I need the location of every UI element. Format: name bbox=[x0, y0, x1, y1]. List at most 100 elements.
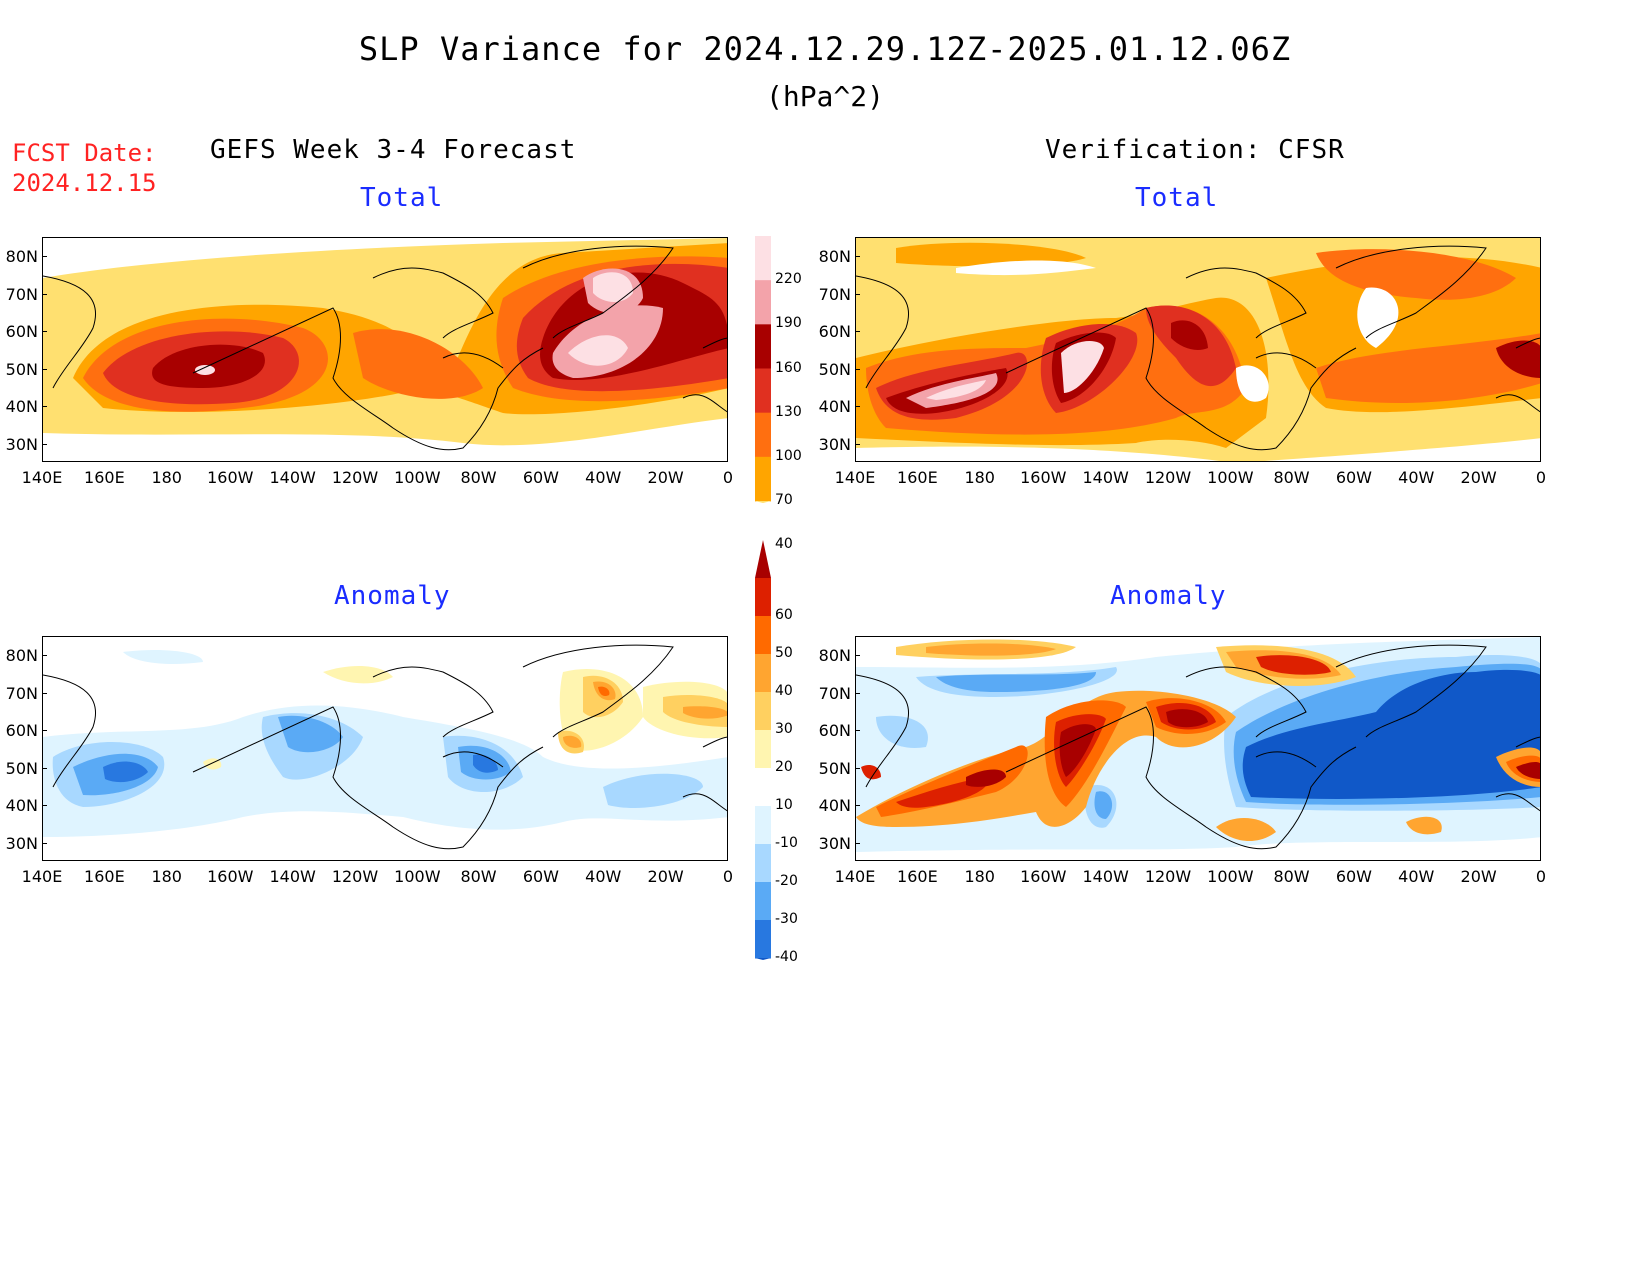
colorbar-swatch bbox=[755, 768, 771, 807]
map-cfsr-anomaly-field bbox=[856, 637, 1540, 860]
lon-tick-label: 20W bbox=[1460, 468, 1497, 487]
lat-tick-label: 40N bbox=[818, 397, 851, 416]
lat-tick-label: 70N bbox=[5, 683, 38, 703]
colorbar-swatch bbox=[755, 730, 771, 769]
lat-tick-mark bbox=[42, 805, 47, 806]
colorbar-swatch bbox=[755, 692, 771, 731]
lon-tick-label: 40W bbox=[585, 468, 622, 487]
lon-tick-label: 160W bbox=[207, 468, 254, 487]
lat-tick-mark bbox=[855, 655, 860, 656]
panel-title-bottom-left: Anomaly bbox=[334, 581, 451, 611]
lon-tick-label: 160W bbox=[207, 867, 254, 886]
colorbar-level-label: 130 bbox=[775, 403, 802, 420]
colorbar-level-label: 220 bbox=[775, 271, 802, 288]
colorbar-swatch bbox=[755, 280, 771, 325]
lat-tick-mark bbox=[42, 331, 47, 332]
lon-tick-label: 120W bbox=[331, 468, 379, 487]
lat-tick-mark bbox=[855, 443, 860, 445]
colorbar-level-label: 70 bbox=[775, 492, 793, 508]
lat-tick-mark bbox=[855, 368, 860, 370]
lat-tick-mark bbox=[42, 293, 47, 295]
lon-tick-label: 100W bbox=[1207, 867, 1254, 886]
lon-tick-label: 40W bbox=[585, 867, 622, 886]
colorbar-level-label: 60 bbox=[775, 607, 793, 623]
lon-tick-label: 60W bbox=[1335, 468, 1372, 487]
lat-tick-mark bbox=[42, 443, 47, 445]
colorbar-level-label: 30 bbox=[775, 721, 793, 737]
lon-tick-label: 120W bbox=[331, 867, 379, 886]
units-label: (hPa^2) bbox=[765, 80, 884, 113]
lat-tick-label: 80N bbox=[818, 247, 851, 266]
colorbar-swatch bbox=[755, 412, 771, 458]
colorbar-level-label: -20 bbox=[775, 873, 798, 889]
map-gefs-total bbox=[42, 237, 728, 462]
lon-tick-label: 140W bbox=[1082, 867, 1129, 886]
lon-tick-label: 60W bbox=[1335, 867, 1372, 886]
lat-tick-label: 70N bbox=[818, 284, 851, 304]
lon-tick-label: 100W bbox=[394, 867, 441, 886]
panel-title-top-right: Total bbox=[1135, 183, 1219, 213]
colorbar-swatch bbox=[755, 368, 771, 414]
fcst-date-label: FCST Date: bbox=[12, 139, 157, 167]
lon-tick-label: 120W bbox=[1144, 867, 1192, 886]
lon-tick-label: 80W bbox=[1273, 468, 1310, 487]
lat-tick-label: 40N bbox=[818, 796, 851, 815]
colorbar-anomaly-swatches bbox=[755, 540, 771, 960]
lat-tick-mark bbox=[42, 767, 47, 769]
lon-tick-label: 40W bbox=[1398, 468, 1435, 487]
lon-tick-label: 140E bbox=[834, 867, 876, 886]
lat-tick-label: 80N bbox=[818, 646, 851, 665]
lon-tick-label: 20W bbox=[647, 867, 684, 886]
lon-tick-label: 180 bbox=[151, 468, 182, 487]
lon-tick-label: 40W bbox=[1398, 867, 1435, 886]
lat-tick-label: 60N bbox=[5, 721, 38, 740]
lat-tick-label: 80N bbox=[5, 247, 38, 266]
lat-tick-label: 50N bbox=[818, 758, 851, 778]
left-column-heading: GEFS Week 3-4 Forecast bbox=[210, 135, 577, 165]
colorbar-level-label: -30 bbox=[775, 911, 798, 927]
lat-tick-mark bbox=[42, 692, 47, 694]
lat-tick-mark bbox=[42, 730, 47, 731]
colorbar-swatch bbox=[755, 806, 771, 845]
lat-tick-mark bbox=[855, 805, 860, 806]
lon-tick-label: 20W bbox=[647, 468, 684, 487]
map-cfsr-anomaly bbox=[855, 636, 1541, 861]
chart-title: SLP Variance for 2024.12.29.12Z-2025.01.… bbox=[358, 30, 1292, 68]
lat-tick-label: 30N bbox=[818, 434, 851, 454]
map-gefs-anomaly bbox=[42, 636, 728, 861]
lon-tick-label: 140E bbox=[21, 468, 63, 487]
panel-title-bottom-right: Anomaly bbox=[1110, 581, 1227, 611]
lon-tick-label: 180 bbox=[964, 867, 995, 886]
lon-tick-label: 100W bbox=[394, 468, 441, 487]
lon-tick-label: 160E bbox=[84, 867, 125, 886]
map-gefs-anomaly-field bbox=[43, 637, 727, 860]
lon-tick-label: 0 bbox=[722, 867, 734, 886]
colorbar-level-label: -10 bbox=[775, 835, 798, 851]
lon-tick-label: 80W bbox=[460, 468, 497, 487]
colorbar-level-label: 160 bbox=[775, 359, 802, 376]
lat-tick-mark bbox=[855, 331, 860, 332]
lat-tick-label: 70N bbox=[818, 683, 851, 703]
colorbar-level-label: 40 bbox=[775, 536, 793, 553]
colorbar-top-arrow bbox=[755, 198, 771, 236]
colorbar-swatch bbox=[755, 654, 771, 693]
lat-tick-mark bbox=[855, 842, 860, 844]
lat-tick-label: 30N bbox=[818, 833, 851, 853]
lat-tick-label: 40N bbox=[5, 796, 38, 815]
colorbar-level-label: 10 bbox=[775, 797, 793, 813]
lon-tick-label: 120W bbox=[1144, 468, 1192, 487]
map-cfsr-total-field bbox=[856, 238, 1540, 461]
colorbar-swatch bbox=[755, 882, 771, 921]
lat-tick-mark bbox=[855, 293, 860, 295]
lon-tick-label: 160E bbox=[84, 468, 125, 487]
lon-tick-label: 0 bbox=[722, 468, 734, 487]
lat-tick-mark bbox=[42, 655, 47, 656]
colorbar-swatch bbox=[755, 920, 771, 959]
lon-tick-label: 160W bbox=[1020, 468, 1067, 487]
fcst-date-value: 2024.12.15 bbox=[12, 169, 157, 197]
fcst-date-block: FCST Date: 2024.12.15 bbox=[12, 138, 157, 198]
lon-tick-label: 80W bbox=[1273, 867, 1310, 886]
lat-tick-mark bbox=[855, 406, 860, 407]
colorbar-swatch bbox=[755, 616, 771, 655]
colorbar-level-label: -40 bbox=[775, 949, 798, 965]
